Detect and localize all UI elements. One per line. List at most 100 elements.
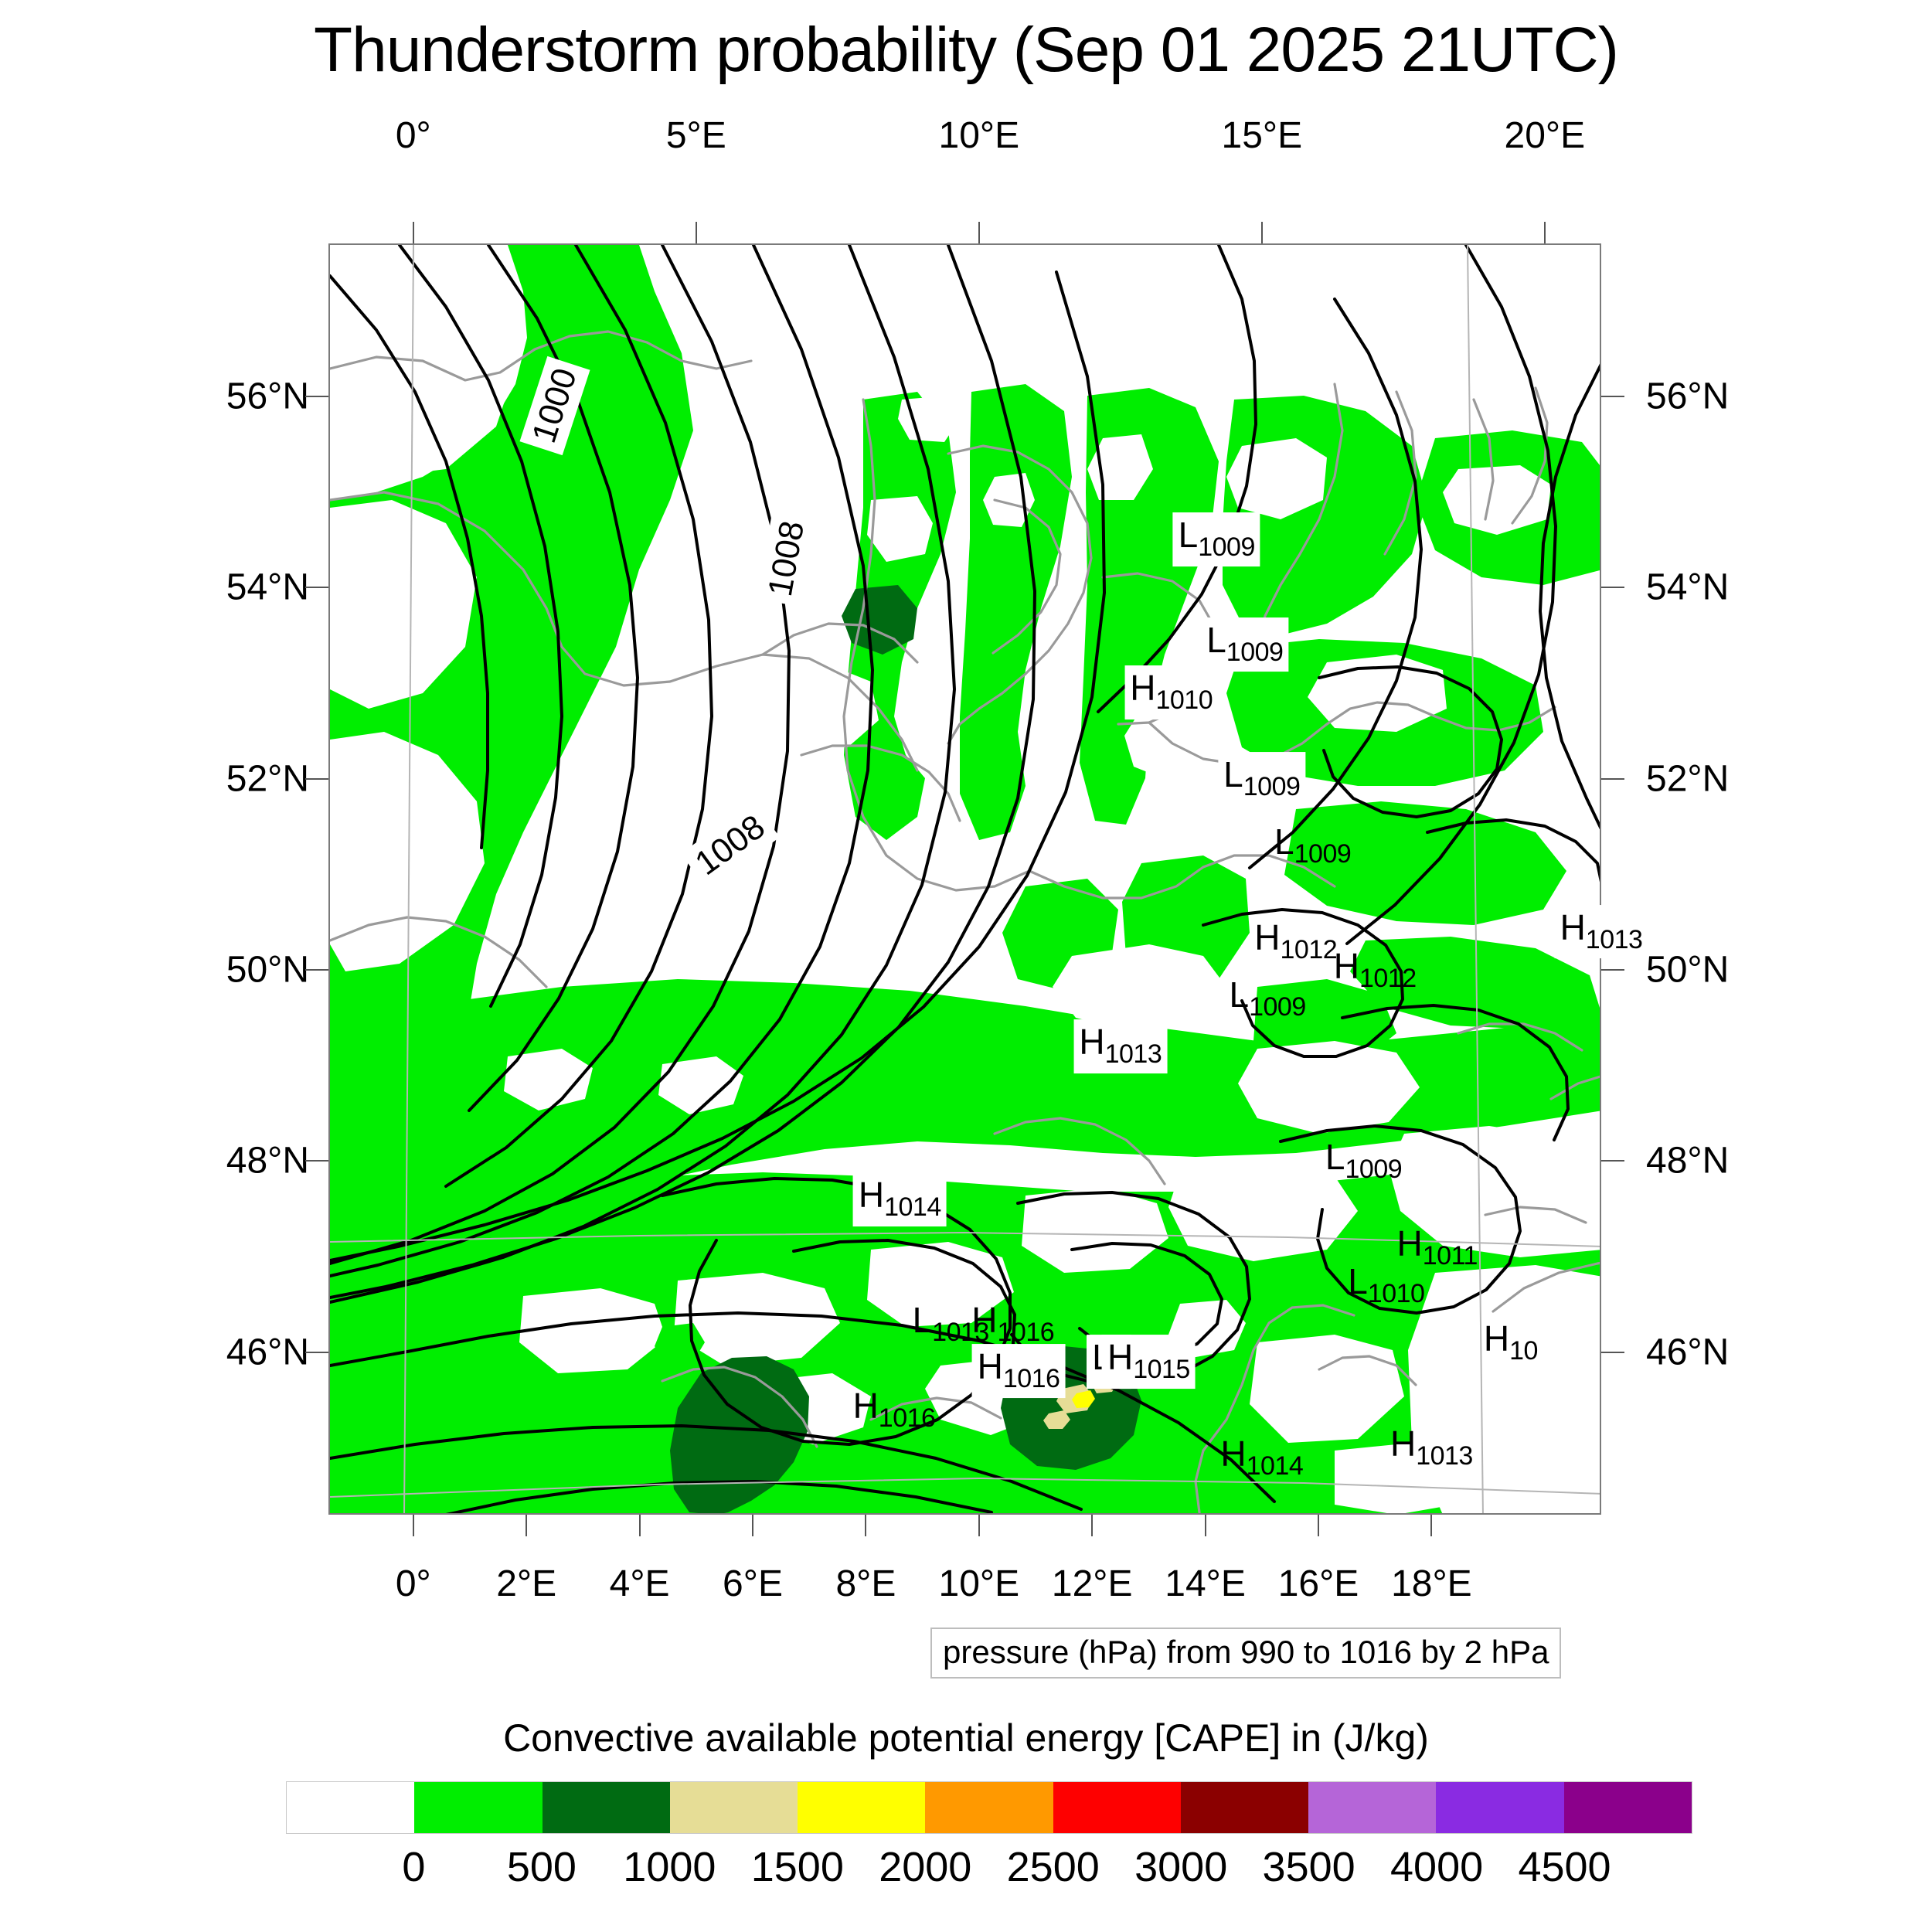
- pressure-centre-type: H: [1220, 1433, 1247, 1474]
- axis-label-bottom-4: 8°E: [835, 1563, 896, 1604]
- pressure-centre-h-9: H1013: [1554, 904, 1648, 959]
- pressure-centre-type: H: [977, 1346, 1003, 1387]
- colorbar-swatch-1[interactable]: [414, 1782, 543, 1833]
- axis-label-right-2: 52°N: [1646, 758, 1730, 800]
- axis-label-bottom-2: 4°E: [609, 1563, 670, 1604]
- pressure-centre-value: 1016: [878, 1403, 936, 1433]
- axis-label-top-0: 0°: [395, 115, 431, 156]
- axis-label-right-3: 50°N: [1646, 949, 1730, 991]
- axis-tickmark-left-2: [305, 777, 328, 780]
- pressure-centre-value: 1009: [1345, 1155, 1403, 1185]
- pressure-centre-l-3: L1009: [1218, 751, 1306, 806]
- pressure-centre-value: 1015: [1133, 1355, 1190, 1385]
- pressure-centre-type: L: [1348, 1261, 1368, 1302]
- axis-tickmark-right-1: [1601, 587, 1624, 589]
- axis-label-bottom-3: 6°E: [723, 1563, 783, 1604]
- pressure-centre-type: H: [1333, 946, 1359, 987]
- axis-tickmark-bottom-0: [412, 1515, 414, 1536]
- page-title: Thunderstorm probability (Sep 01 2025 21…: [314, 15, 1619, 85]
- colorbar-tick-1: 500: [506, 1844, 577, 1890]
- colorbar-swatch-2[interactable]: [542, 1782, 670, 1833]
- pressure-centre-h-5: H1012: [1254, 920, 1337, 963]
- axis-tickmark-left-3: [305, 969, 328, 971]
- pressure-centre-value: 1009: [1198, 532, 1255, 563]
- axis-tickmark-right-2: [1601, 777, 1624, 780]
- colorbar-swatch-3[interactable]: [669, 1782, 798, 1833]
- axis-label-bottom-0: 0°: [395, 1563, 431, 1604]
- pressure-centre-type: L: [1274, 821, 1294, 862]
- pressure-centre-type: H: [852, 1386, 879, 1426]
- pressure-centre-type: L: [1229, 975, 1250, 1015]
- colorbar[interactable]: [286, 1781, 1692, 1834]
- axis-tickmark-top-4: [1543, 222, 1546, 243]
- pressure-centre-l-10: L1009: [1325, 1139, 1403, 1185]
- pressure-centre-l-14: L1013: [912, 1299, 990, 1345]
- pressure-centre-value: 1016: [1002, 1364, 1060, 1394]
- axis-label-right-0: 56°N: [1646, 376, 1730, 417]
- pressure-centre-h-8: H1013: [1073, 1019, 1168, 1073]
- pressure-centre-h-2: H1010: [1124, 665, 1219, 720]
- axis-tickmark-bottom-8: [1318, 1515, 1319, 1536]
- axis-label-top-1: 5°E: [665, 115, 726, 156]
- axis-tickmark-left-0: [305, 395, 328, 397]
- colorbar-swatch-8[interactable]: [1308, 1782, 1437, 1833]
- axis-label-top-4: 20°E: [1504, 115, 1586, 156]
- pressure-centre-h-15: H1016: [971, 1302, 1054, 1345]
- axis-label-bottom-6: 12°E: [1051, 1563, 1133, 1604]
- pressure-centre-value: 1010: [1367, 1279, 1425, 1309]
- axis-tickmark-bottom-7: [1204, 1515, 1206, 1536]
- colorbar-swatch-6[interactable]: [1053, 1782, 1181, 1833]
- pressure-centre-l-12: L1010: [1348, 1261, 1425, 1309]
- axis-label-left-5: 46°N: [226, 1332, 309, 1373]
- axis-label-left-1: 54°N: [226, 566, 309, 608]
- colorbar-swatch-10[interactable]: [1563, 1782, 1692, 1833]
- pressure-centre-type: H: [971, 1299, 998, 1340]
- axis-tickmark-bottom-5: [978, 1515, 980, 1536]
- pressure-centre-value: 1009: [1243, 771, 1301, 801]
- axis-tickmark-right-0: [1601, 395, 1624, 397]
- axis-tickmark-bottom-6: [1091, 1515, 1094, 1536]
- axis-tickmark-left-4: [305, 1160, 328, 1162]
- axis-tickmark-left-5: [305, 1351, 328, 1353]
- pressure-centre-type: H: [1107, 1337, 1134, 1378]
- axis-label-bottom-9: 18°E: [1391, 1563, 1472, 1604]
- pressure-centre-value: 1009: [1226, 638, 1284, 668]
- colorbar-swatch-7[interactable]: [1180, 1782, 1309, 1833]
- colorbar-caption: Convective available potential energy [C…: [503, 1716, 1429, 1760]
- axis-label-bottom-8: 16°E: [1277, 1563, 1359, 1604]
- axis-tickmark-top-2: [978, 222, 980, 243]
- pressure-centre-l-1: L1009: [1201, 617, 1289, 672]
- axis-label-bottom-7: 14°E: [1165, 1563, 1246, 1604]
- pressure-centre-value: 1013: [1416, 1441, 1473, 1471]
- pressure-centre-type: H: [1254, 917, 1281, 957]
- pressure-centre-value: 1011: [1422, 1240, 1478, 1270]
- axis-tickmark-right-3: [1601, 969, 1624, 971]
- axis-tickmark-top-1: [695, 222, 697, 243]
- axis-tickmark-top-3: [1260, 222, 1263, 243]
- colorbar-swatch-4[interactable]: [798, 1782, 926, 1833]
- pressure-centre-h-21: H1013: [1390, 1426, 1473, 1469]
- pressure-centre-l-4: L1009: [1274, 821, 1352, 867]
- colorbar-ticks: 0 500 1000 1500 2000 2500 3000 3500 4000 4500: [286, 1843, 1692, 1897]
- map-canvas: [330, 245, 1600, 1513]
- colorbar-swatch-0[interactable]: [287, 1782, 415, 1833]
- pressure-centre-value: 1014: [1246, 1451, 1304, 1481]
- pressure-centre-type: L: [912, 1299, 933, 1340]
- colorbar-tick-3: 1500: [750, 1844, 844, 1890]
- axis-label-left-2: 52°N: [226, 758, 309, 800]
- axis-tickmark-bottom-4: [865, 1515, 867, 1536]
- pressure-centre-value: 1009: [1249, 992, 1306, 1022]
- colorbar-tick-2: 1000: [623, 1844, 716, 1890]
- axis-label-right-4: 48°N: [1646, 1140, 1730, 1182]
- map-panel[interactable]: [328, 243, 1601, 1515]
- pressure-centre-type: H: [858, 1174, 885, 1215]
- pressure-centre-h-19: H1015: [1101, 1335, 1196, 1389]
- axis-label-top-3: 15°E: [1221, 115, 1303, 156]
- colorbar-swatch-9[interactable]: [1436, 1782, 1564, 1833]
- pressure-centre-value: 1016: [997, 1317, 1055, 1347]
- colorbar-swatch-5[interactable]: [925, 1782, 1053, 1833]
- pressure-centre-type: H: [1396, 1223, 1423, 1264]
- axis-tickmark-bottom-9: [1430, 1515, 1433, 1536]
- pressure-centre-h-7: H1012: [1334, 948, 1417, 992]
- colorbar-tick-0: 0: [402, 1844, 426, 1890]
